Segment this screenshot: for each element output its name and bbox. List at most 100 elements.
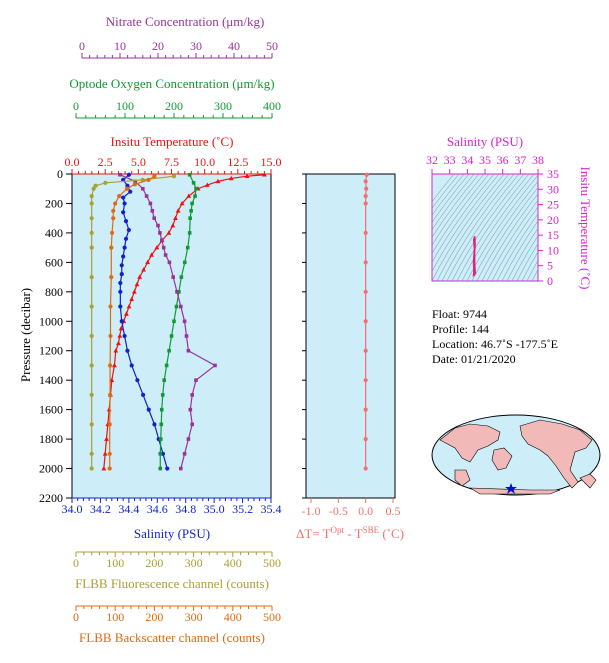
density-contour: [432, 174, 505, 281]
data-point: [244, 173, 250, 179]
temperature-axis-tick-label: 2.5: [98, 155, 113, 169]
data-point: [108, 333, 113, 339]
ts-salinity-tick-label: 38: [532, 153, 544, 167]
fluorescence-axis-tick-label: 0: [73, 556, 79, 570]
data-point: [101, 465, 107, 471]
nitrate-axis-tick-label: 10: [114, 39, 126, 53]
data-point: [137, 274, 143, 279]
data-point: [133, 179, 137, 184]
salinity-axis-tick-label: 34.4: [118, 502, 139, 516]
data-point: [89, 392, 94, 398]
data-point: [102, 451, 108, 456]
data-point: [109, 245, 114, 250]
temperature-axis-tick-label: 12.5: [227, 155, 248, 169]
ts-profile-trace: [472, 236, 477, 278]
location: Location: 46.7˚S -177.5˚E: [432, 337, 558, 351]
data-point: [193, 194, 197, 198]
pressure-tick-label: 1200: [39, 344, 63, 358]
density-contour: [521, 251, 538, 281]
data-point: [182, 260, 187, 265]
oxygen-axis-tick-label: 100: [116, 99, 134, 113]
ts-temperature-tick-label: 10: [547, 243, 559, 257]
data-point: [363, 179, 368, 184]
data-point: [170, 222, 176, 228]
data-point: [190, 422, 194, 427]
ts-salinity-axis-label: Salinity (PSU): [447, 134, 523, 149]
data-point: [126, 227, 131, 233]
data-point: [166, 230, 172, 235]
ts-plot-area: [431, 173, 539, 282]
data-point: [89, 193, 94, 199]
density-contour: [432, 174, 475, 231]
data-point: [131, 289, 137, 294]
data-point: [175, 290, 179, 294]
data-point: [194, 378, 198, 382]
oxygen-axis-tick-label: 400: [263, 99, 281, 113]
data-point: [364, 186, 369, 191]
density-contour: [516, 243, 538, 281]
data-point: [134, 281, 140, 287]
data-point: [104, 436, 109, 441]
density-contour: [432, 174, 500, 272]
data-point: [215, 178, 221, 184]
pressure-tick-label: 1600: [39, 403, 63, 417]
data-point: [204, 182, 210, 187]
fluorescence-axis-tick-label: 100: [106, 556, 124, 570]
data-point: [186, 348, 191, 353]
data-point: [149, 252, 154, 257]
data-point: [89, 216, 94, 221]
data-point: [103, 180, 108, 185]
data-point: [119, 263, 124, 268]
delta-t-tick-label: 0.0: [358, 504, 373, 518]
data-point: [145, 259, 151, 265]
data-point: [158, 452, 163, 456]
density-contour: [456, 174, 530, 281]
data-point: [363, 260, 368, 265]
delta-t-plot-area: [305, 173, 396, 499]
fluorescence-axis-label: FLBB Fluorescence channel (counts): [75, 576, 269, 591]
temperature-axis-tick-label: 7.5: [164, 155, 179, 169]
fluorescence-axis-tick-label: 200: [145, 556, 163, 570]
pressure-tick-label: 200: [45, 196, 63, 210]
ts-salinity-tick-label: 35: [479, 153, 491, 167]
data-point: [363, 319, 368, 324]
series--t: [363, 172, 369, 471]
data-point: [162, 378, 166, 382]
data-point: [118, 304, 123, 309]
data-point: [152, 216, 156, 220]
salinity-axis: 34.0 34.2 34.4 34.6 34.8 35.0 35.2 35.4: [62, 497, 282, 516]
delta-t-tick-label: 0.5: [386, 504, 401, 518]
ts-temperature-tick-label: 15: [547, 228, 559, 242]
data-point: [159, 407, 164, 412]
data-point: [154, 245, 160, 250]
data-point: [126, 303, 132, 309]
data-point: [364, 172, 369, 177]
data-point: [129, 363, 134, 368]
data-point: [163, 253, 168, 257]
nitrate-axis: 0 10 20 30 40 50: [79, 39, 278, 59]
pressure-tick-label: 1800: [39, 432, 63, 446]
delta-t-axis: -1.0 -0.5 0.0 0.5: [302, 498, 401, 518]
data-point: [171, 275, 175, 279]
data-point: [93, 183, 98, 188]
data-point: [116, 340, 121, 346]
data-point: [146, 407, 151, 412]
salinity-axis-tick-label: 35.4: [261, 502, 282, 516]
fluorescence-axis-tick-label: 500: [263, 556, 281, 570]
data-point: [89, 245, 94, 250]
density-contour: [436, 174, 510, 281]
data-point: [182, 452, 187, 456]
delta-t-tick-label: -0.5: [329, 504, 348, 518]
data-point: [123, 236, 129, 241]
data-point: [107, 451, 112, 456]
data-point: [141, 186, 145, 191]
density-contour: [432, 174, 470, 223]
pressure-tick-label: 1000: [39, 314, 63, 328]
delta-t-series: [363, 172, 369, 471]
density-contour: [476, 187, 538, 281]
data-point: [118, 289, 123, 294]
data-point: [158, 437, 163, 441]
data-point: [89, 201, 94, 206]
data-point: [117, 333, 123, 338]
